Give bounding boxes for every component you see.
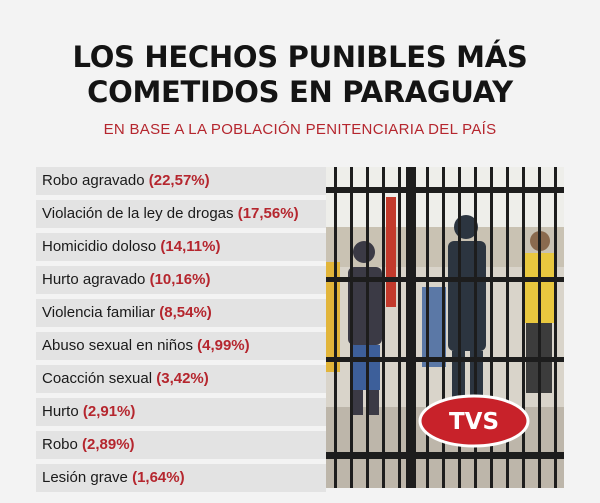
crime-row: Lesión grave (1,64%): [36, 464, 326, 492]
crime-row: Violación de la ley de drogas (17,56%): [36, 200, 326, 228]
crime-row: Hurto (2,91%): [36, 398, 326, 426]
crime-percentage: (2,91%): [82, 403, 136, 420]
crime-percentage: (14,11%): [160, 238, 221, 255]
crime-row: Abuso sexual en niños (4,99%): [36, 332, 326, 360]
crime-percentage: (4,99%): [197, 337, 250, 354]
crime-percentage: (22,57%): [148, 172, 210, 189]
crime-name: Robo: [42, 436, 78, 453]
crime-percentage: (10,16%): [149, 271, 211, 288]
subtitle: EN BASE A LA POBLACIÓN PENITENCIARIA DEL…: [103, 121, 497, 138]
crime-row: Violencia familiar (8,54%): [36, 299, 326, 327]
crime-percentage: (3,42%): [156, 370, 209, 387]
title-line-2: COMETIDOS EN PARAGUAY: [87, 75, 513, 109]
crime-row: Robo (2,89%): [36, 431, 326, 459]
page-title: LOS HECHOS PUNIBLES MÁS COMETIDOS EN PAR…: [0, 40, 600, 110]
title-line-1: LOS HECHOS PUNIBLES MÁS: [72, 40, 528, 74]
prison-photo: TVS: [326, 167, 564, 488]
crime-name: Robo agravado: [42, 172, 145, 189]
prison-bars-photo-icon: TVS: [326, 167, 564, 488]
crime-row: Robo agravado (22,57%): [36, 167, 326, 195]
crime-percentage: (17,56%): [237, 205, 299, 222]
crime-percentage: (1,64%): [132, 469, 185, 486]
tvs-logo-icon: TVS: [418, 394, 530, 448]
tvs-logo-text: TVS: [449, 409, 499, 435]
crime-name: Hurto agravado: [42, 271, 146, 288]
crime-name: Hurto: [42, 403, 79, 420]
crime-row: Hurto agravado (10,16%): [36, 266, 326, 294]
crime-name: Abuso sexual en niños: [42, 337, 193, 354]
crime-percentage: (2,89%): [82, 436, 135, 453]
crime-row: Homicidio doloso (14,11%): [36, 233, 326, 261]
crime-name: Lesión grave: [42, 469, 128, 486]
crime-name: Violencia familiar: [42, 304, 156, 321]
crime-name: Coacción sexual: [42, 370, 153, 387]
crime-percentage: (8,54%): [159, 304, 212, 321]
crime-row: Coacción sexual (3,42%): [36, 365, 326, 393]
crime-name: Homicidio doloso: [42, 238, 157, 255]
crime-list: Robo agravado (22,57%) Violación de la le…: [36, 167, 326, 497]
crime-name: Violación de la ley de drogas: [42, 205, 234, 222]
